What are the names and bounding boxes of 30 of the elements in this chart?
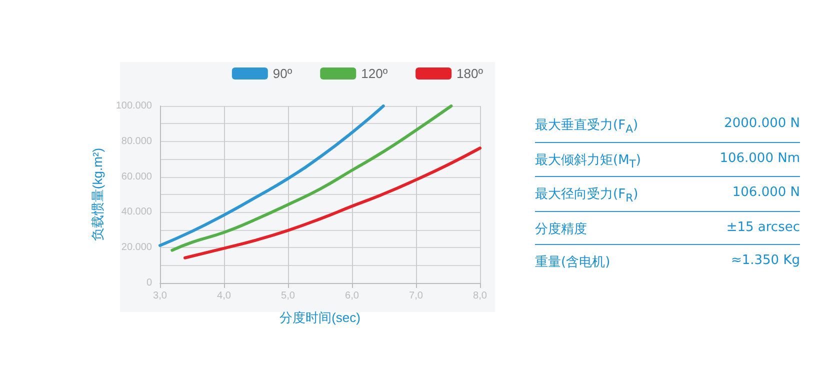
legend-label: 120º bbox=[361, 66, 388, 81]
y-axis-title: 负载惯量(kg.m²) bbox=[90, 148, 105, 242]
legend-label: 180º bbox=[456, 66, 484, 81]
x-tick-label: 5,0 bbox=[281, 290, 296, 302]
text: ≈1.350 Kg bbox=[730, 252, 800, 270]
line-series bbox=[183, 146, 482, 260]
x-tick-label: 3,0 bbox=[153, 290, 168, 302]
text: 重量(含电机) bbox=[535, 254, 610, 271]
x-tick-label: 7,0 bbox=[409, 290, 424, 302]
text: 最大垂直受力(F$_{A}$) bbox=[535, 117, 638, 136]
text: 106.000 Nm bbox=[720, 150, 800, 168]
y-tick-label: 80.000 bbox=[121, 136, 152, 147]
legend-label: 90º bbox=[272, 66, 292, 81]
line-series bbox=[158, 104, 385, 247]
x-tick-label: 4,0 bbox=[217, 290, 232, 302]
x-tick-label: 8,0 bbox=[473, 290, 488, 302]
text: 最大倾斜力矩(M$_{T}$) bbox=[535, 152, 641, 170]
y-tick-label: 40.000 bbox=[121, 206, 152, 218]
text: ±15 arcsec bbox=[726, 220, 800, 237]
y-tick-label: 20.000 bbox=[121, 242, 152, 254]
x-axis-title: 分度时间(sec) bbox=[280, 310, 360, 325]
y-tick-label: 60.000 bbox=[121, 171, 152, 182]
text: 最大径向受力(F$_{R}$) bbox=[535, 186, 638, 205]
text: 分度精度 bbox=[535, 220, 587, 238]
y-tick-label: 0 bbox=[146, 278, 152, 288]
text: 2000.000 N bbox=[724, 116, 800, 133]
y-tick-label: 100.000 bbox=[116, 100, 152, 112]
x-tick-label: 6,0 bbox=[345, 290, 360, 302]
text: 106.000 N bbox=[732, 185, 800, 202]
line-series bbox=[170, 104, 453, 252]
